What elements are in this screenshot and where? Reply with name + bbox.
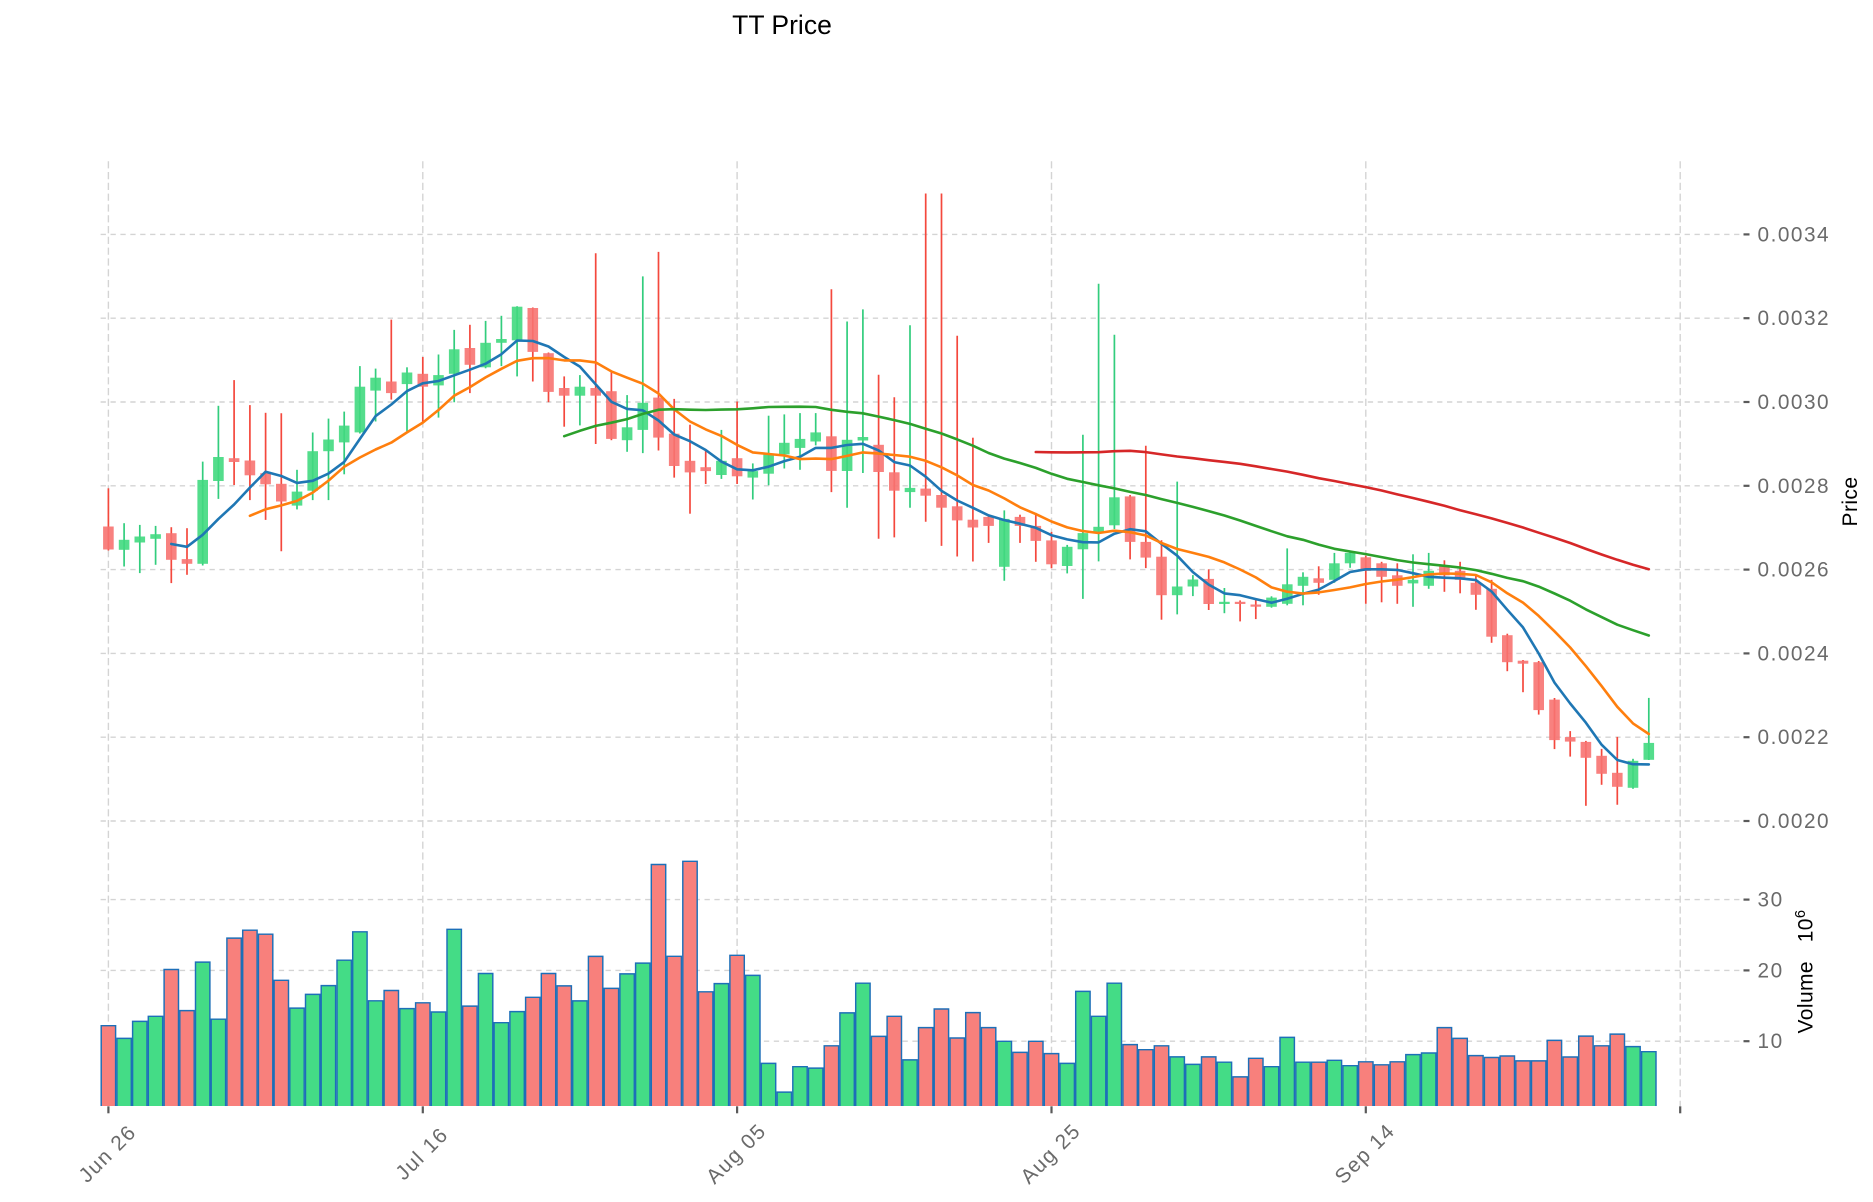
- svg-text:0.0024: 0.0024: [1758, 642, 1831, 665]
- svg-text:TT Price: TT Price: [732, 10, 832, 40]
- svg-text:0.0032: 0.0032: [1758, 307, 1831, 330]
- svg-text:0.0022: 0.0022: [1758, 726, 1831, 749]
- svg-text:Volume 106: Volume 106: [1793, 910, 1818, 1034]
- svg-text:20: 20: [1758, 959, 1784, 982]
- svg-text:0.0030: 0.0030: [1758, 391, 1831, 414]
- svg-text:0.0026: 0.0026: [1758, 559, 1831, 582]
- svg-text:0.0020: 0.0020: [1758, 810, 1831, 833]
- svg-text:Price: Price: [1839, 477, 1862, 527]
- svg-text:0.0028: 0.0028: [1758, 475, 1831, 498]
- svg-text:0.0034: 0.0034: [1758, 223, 1831, 246]
- svg-text:30: 30: [1758, 889, 1784, 912]
- svg-text:10: 10: [1758, 1030, 1784, 1053]
